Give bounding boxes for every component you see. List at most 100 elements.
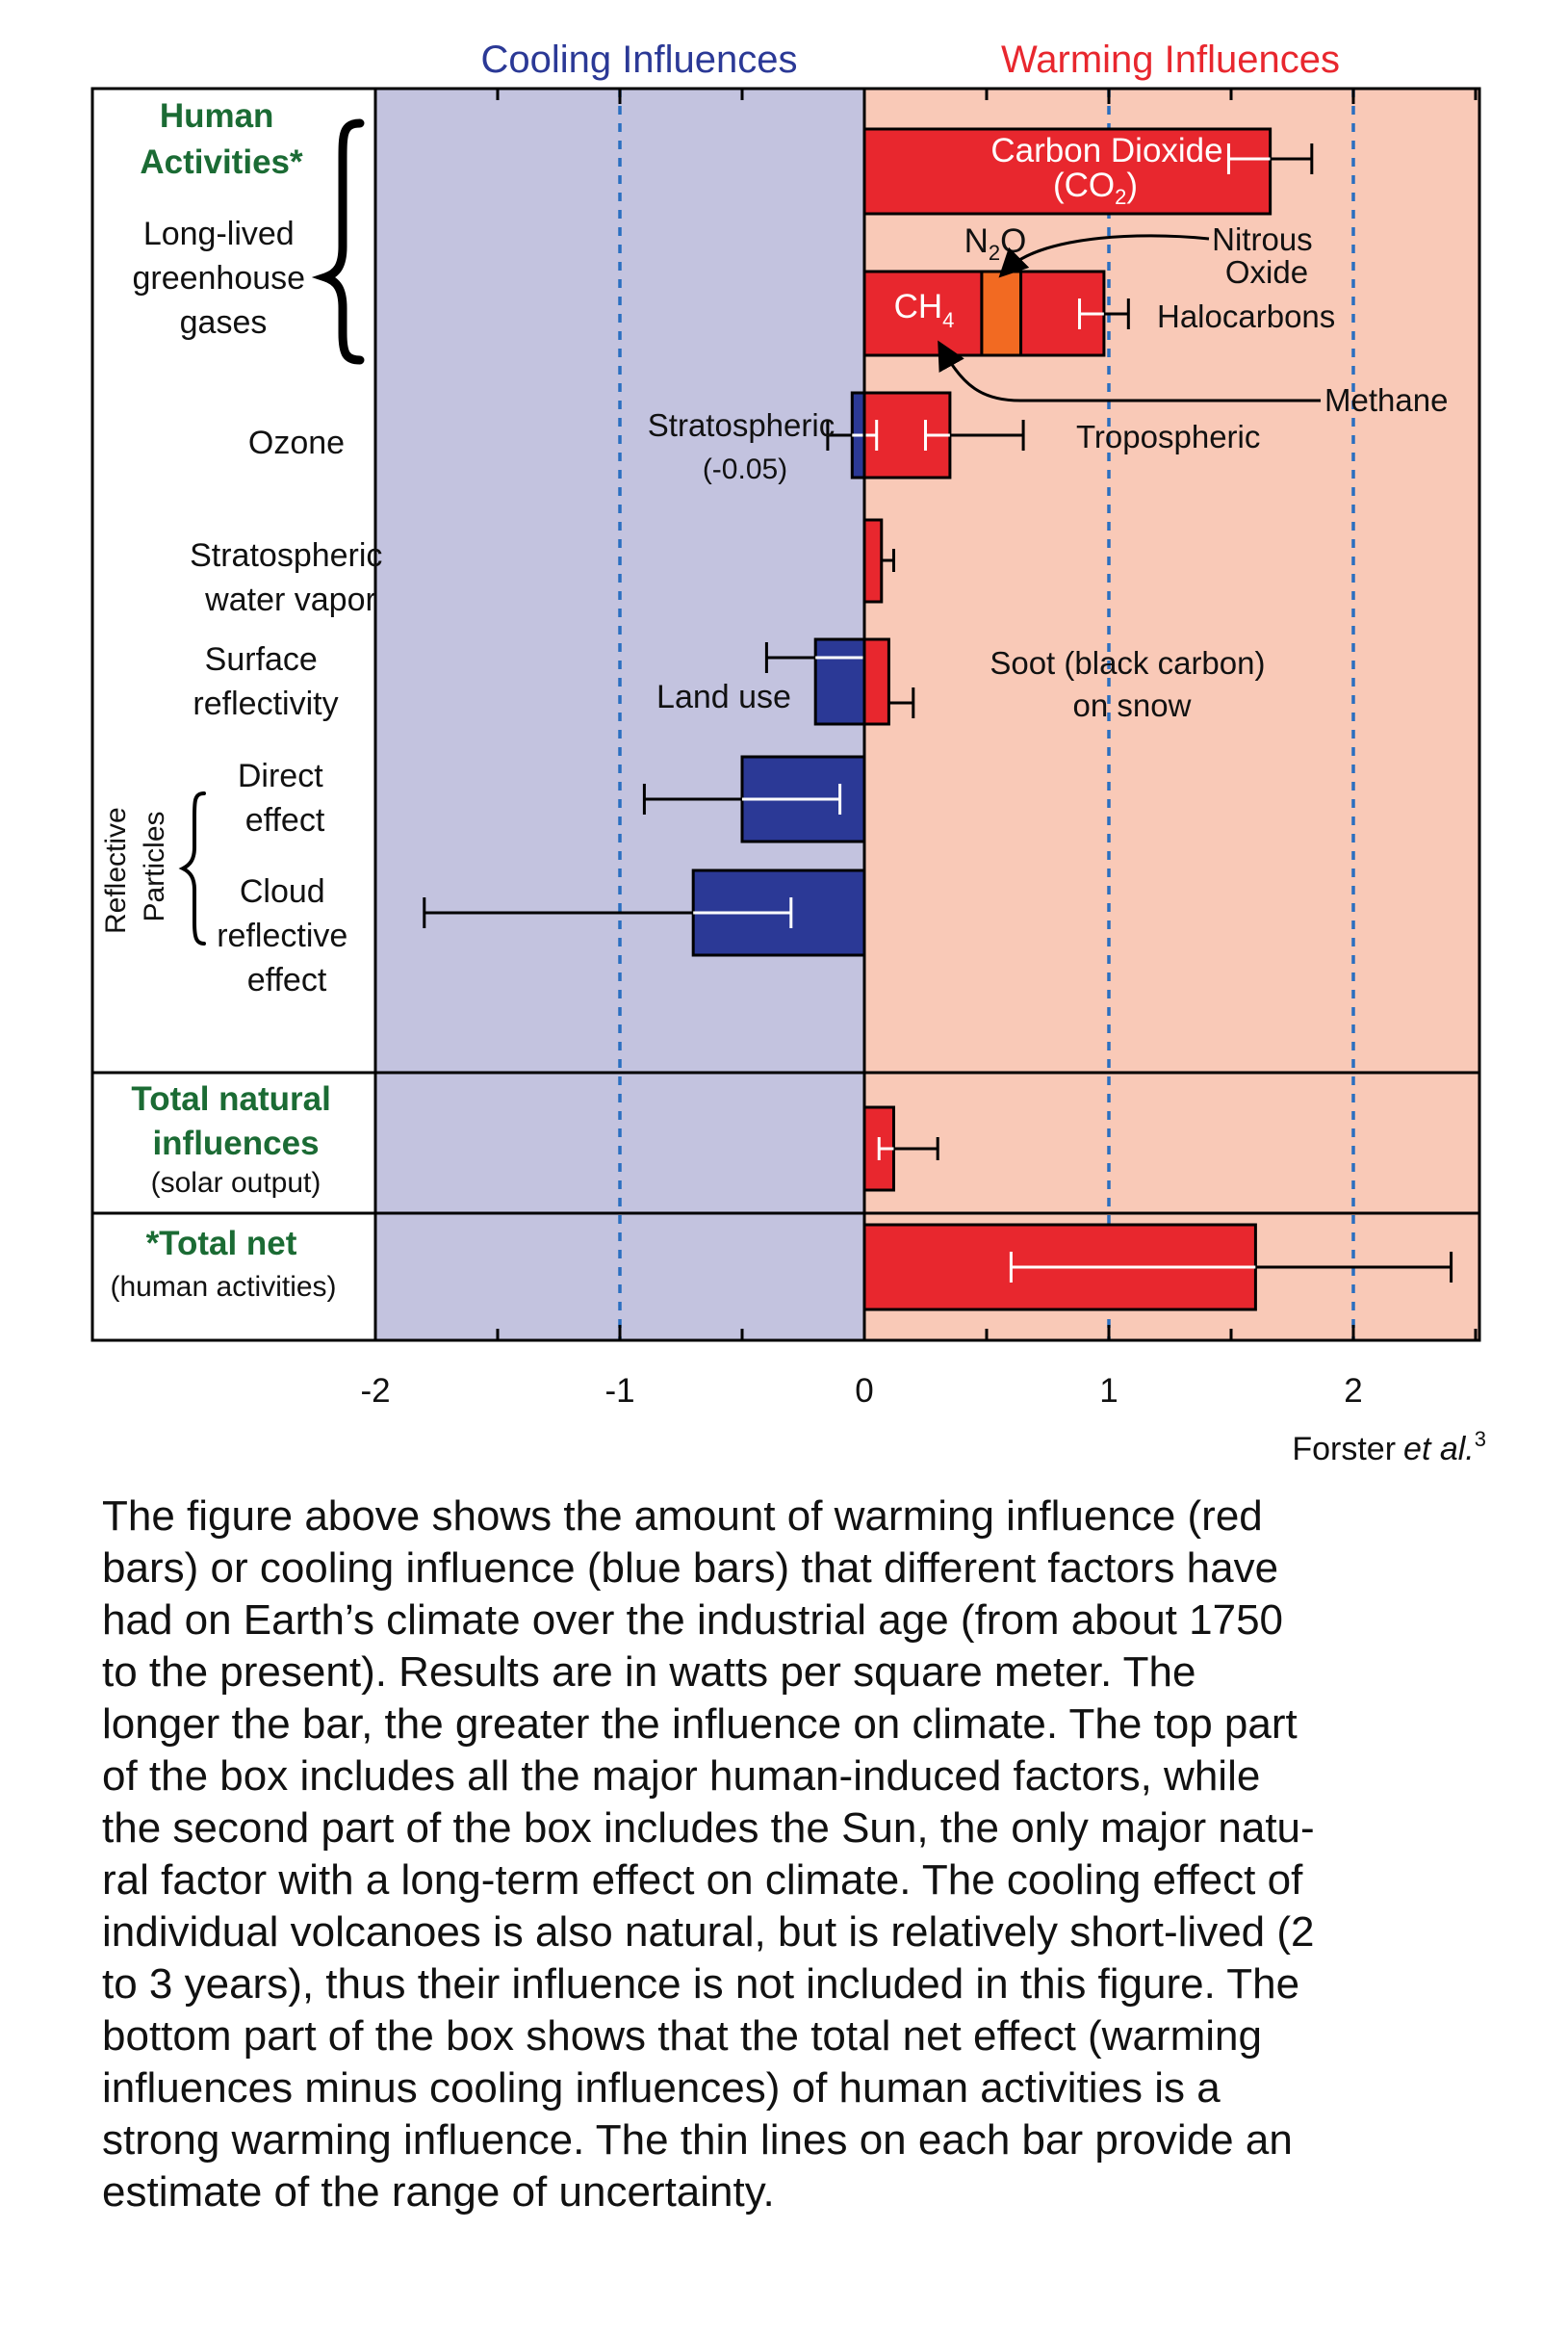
- caption-line: of the box includes all the major human-…: [102, 1752, 1261, 1800]
- radiative-forcing-chart: Cooling Influences Warming Influences -2…: [90, 39, 1486, 1467]
- row-label-cloud-line2: reflective: [217, 918, 347, 954]
- errorbar-co2: [1226, 143, 1314, 174]
- errorbar-solar-output: [877, 1137, 939, 1160]
- x-tick-label: 2: [1344, 1372, 1362, 1410]
- nitrous-oxide-line1: Nitrous: [1212, 221, 1313, 257]
- group-label-natural-line1: Total natural: [131, 1080, 330, 1118]
- source-etal: et al.: [1403, 1431, 1475, 1467]
- human-activities-brace: [311, 118, 365, 365]
- x-axis: -2 -1 0 1 2: [360, 89, 1478, 1410]
- group-label-natural-line2: influences: [152, 1125, 319, 1162]
- caption-line: longer the bar, the greater the influenc…: [102, 1700, 1298, 1748]
- errorbar-cloud-reflective-effect: [423, 897, 793, 928]
- row-label-direct-line2: effect: [245, 802, 325, 839]
- errorbar-ozone-stratospheric: [826, 420, 879, 451]
- row-label-surface-line1: Surface: [205, 641, 318, 678]
- n2o-label-sub: 2: [989, 241, 1000, 265]
- caption-line: bottom part of the box shows that the to…: [102, 2012, 1262, 2060]
- row-label-ghg-line2: greenhouse: [132, 260, 305, 297]
- group-sublabel-net: (human activities): [110, 1271, 336, 1303]
- nitrous-oxide-arrow: [998, 234, 1210, 278]
- methane-arrow: [938, 340, 1321, 402]
- errorbar-water-vapor: [881, 549, 895, 572]
- row-label-water-vapor-line1: Stratospheric: [190, 537, 382, 574]
- nitrous-oxide-line2: Oxide: [1225, 254, 1308, 290]
- caption-line: bars) or cooling influence (blue bars) t…: [102, 1544, 1279, 1592]
- row-label-surface: Surface reflectivity: [193, 641, 338, 722]
- soot-label-line1: Soot (black carbon): [990, 645, 1265, 681]
- co2-formula: (CO2): [1053, 167, 1138, 209]
- x-tick-label: -2: [360, 1372, 390, 1410]
- co2-formula-end: ): [1126, 167, 1138, 204]
- bar-water-vapor: [862, 518, 884, 604]
- group-sublabel-natural: (solar output): [151, 1167, 321, 1199]
- row-label-cloud-line3: effect: [247, 962, 327, 998]
- soot-label-line2: on snow: [1073, 687, 1192, 723]
- row-label-direct: Direct effect: [238, 758, 332, 839]
- row-label-surface-line2: reflectivity: [193, 686, 338, 722]
- row-label-cloud-line1: Cloud: [240, 873, 325, 910]
- group-label-human-line1: Human: [160, 97, 274, 135]
- soot-label: Soot (black carbon) on snow: [990, 645, 1273, 723]
- row-label-cloud: Cloud reflective effect: [217, 873, 357, 998]
- reflective-particles-line2: Particles: [139, 811, 170, 921]
- n2o-label-main: N: [964, 222, 989, 260]
- source-credit: Forster et al.3: [1292, 1427, 1486, 1467]
- bar-soot-on-snow: [862, 637, 890, 726]
- caption-line: estimate of the range of uncertainty.: [102, 2168, 775, 2216]
- bar-land-use: [813, 637, 866, 726]
- errorbar-ozone-tropospheric: [924, 420, 1025, 451]
- caption-line: influences minus cooling influences) of …: [102, 2064, 1221, 2112]
- errorbar-total-net: [1009, 1252, 1453, 1283]
- stratospheric-value: (-0.05): [703, 454, 787, 485]
- tropospheric-label: Tropospheric: [1076, 419, 1260, 454]
- warming-header: Warming Influences: [1001, 39, 1340, 81]
- group-label-net: *Total net: [146, 1225, 297, 1262]
- row-label-ghg-line1: Long-lived: [143, 216, 295, 252]
- caption-line: strong warming influence. The thin lines…: [102, 2116, 1293, 2164]
- methane-label: Methane: [1324, 382, 1448, 418]
- group-label-human-line2: Activities*: [140, 143, 303, 181]
- bar-n2o: [980, 270, 1023, 357]
- caption-line: to 3 years), thus their influence is not…: [102, 1960, 1300, 2008]
- group-label-human: Human Activities*: [140, 97, 303, 181]
- caption-line: had on Earth’s climate over the industri…: [102, 1596, 1284, 1644]
- row-label-water-vapor-line2: water vapor: [204, 582, 376, 618]
- bar-co2: [862, 127, 1272, 216]
- group-label-natural: Total natural influences: [131, 1080, 340, 1162]
- row-label-ghg-line3: gases: [180, 304, 268, 341]
- nitrous-oxide-label: Nitrous Oxide: [1212, 221, 1322, 290]
- ch4-label-sub: 4: [942, 308, 954, 332]
- figure-caption: The figure above shows the amount of war…: [102, 1491, 1488, 2218]
- errorbar-direct-effect: [642, 784, 842, 815]
- co2-label-line1: Carbon Dioxide: [990, 132, 1222, 169]
- row-label-water-vapor: Stratospheric water vapor: [190, 537, 392, 618]
- co2-label: Carbon Dioxide: [990, 132, 1222, 169]
- errorbar-soot-on-snow: [888, 687, 915, 718]
- stratospheric-label: Stratospheric: [648, 407, 835, 443]
- reflective-particles-line1: Reflective: [100, 807, 132, 934]
- x-tick-label: -1: [604, 1372, 634, 1410]
- caption-line: individual volcanoes is also natural, bu…: [102, 1908, 1315, 1956]
- gridlines: [618, 89, 1355, 1340]
- row-label-ozone: Ozone: [248, 425, 345, 461]
- halocarbons-label: Halocarbons: [1157, 298, 1335, 334]
- errorbar-halocarbons: [1078, 298, 1130, 329]
- source-name: Forster: [1292, 1431, 1396, 1467]
- co2-formula-sub: 2: [1115, 185, 1126, 209]
- caption-line: ral factor with a long-term effect on cl…: [102, 1856, 1303, 1904]
- caption-line: The figure above shows the amount of war…: [102, 1492, 1263, 1540]
- ch4-label-main: CH: [894, 288, 943, 325]
- ch4-label: CH4: [894, 288, 955, 332]
- x-tick-label: 1: [1099, 1372, 1118, 1410]
- row-label-direct-line1: Direct: [238, 758, 323, 794]
- reflective-particles-label: Reflective Particles: [100, 799, 170, 934]
- cooling-header: Cooling Influences: [480, 39, 797, 81]
- chart-frame: [90, 87, 1481, 1342]
- row-label-ghg: Long-lived greenhouse gases: [132, 216, 314, 341]
- x-tick-label: 0: [855, 1372, 873, 1410]
- co2-formula-main: (CO: [1053, 167, 1115, 204]
- reflective-particles-brace: [178, 791, 206, 946]
- caption-line: the second part of the box includes the …: [102, 1804, 1315, 1852]
- n2o-label-end: O: [1000, 222, 1026, 260]
